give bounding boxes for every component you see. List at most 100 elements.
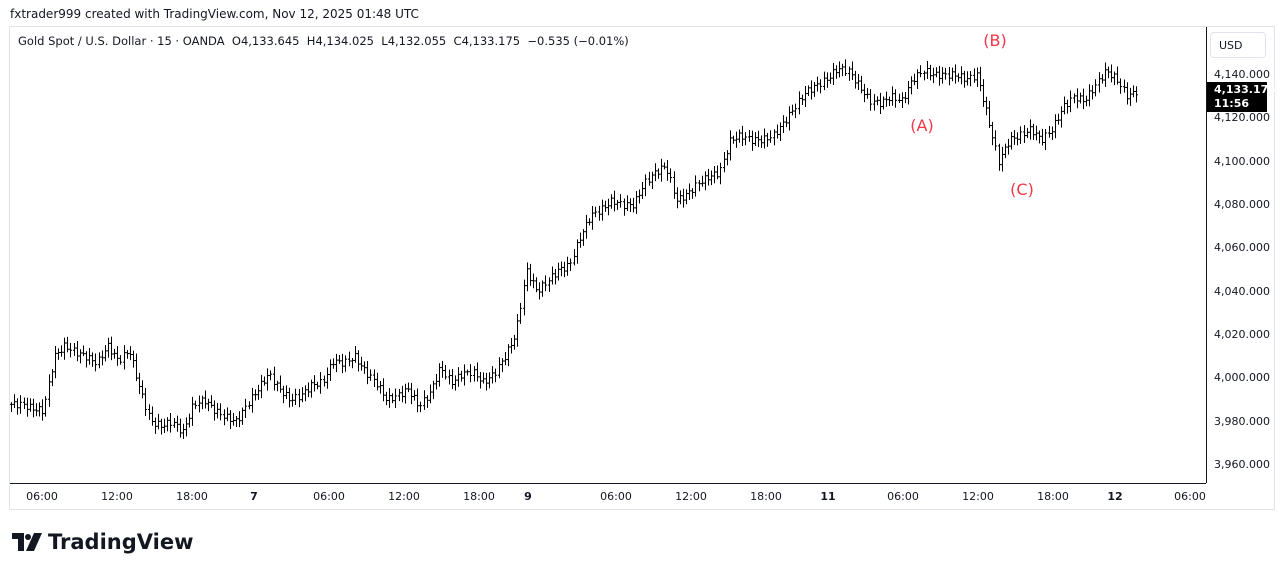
ohlc-bar — [351, 357, 354, 369]
ohlc-bar — [798, 91, 801, 115]
ohlc-bar — [919, 65, 922, 78]
ohlc-bar — [629, 198, 632, 213]
ohlc-bar — [826, 72, 829, 88]
ohlc-bar — [719, 162, 722, 185]
ohlc-bar — [416, 388, 419, 413]
ohlc-bar — [760, 135, 763, 148]
ohlc-bar — [1088, 84, 1091, 107]
ohlc-bar — [248, 401, 251, 410]
ohlc-bar — [954, 64, 957, 84]
ohlc-bar — [1082, 88, 1085, 110]
bar-countdown: 11:56 — [1214, 97, 1250, 110]
ohlc-bar — [751, 130, 754, 151]
price-tick-label: 3,980.000 — [1214, 414, 1270, 428]
ohlc-bar — [1063, 96, 1066, 115]
ohlc-bar — [216, 402, 219, 419]
ohlc-bar — [926, 61, 929, 80]
ohlc-bar — [810, 80, 813, 100]
ohlc-bar — [916, 69, 919, 90]
ohlc-bar — [482, 372, 485, 384]
ohlc-bar — [360, 356, 363, 371]
ohlc-bar — [26, 397, 29, 417]
ohlc-bar — [407, 382, 410, 393]
ohlc-bar — [423, 390, 426, 410]
ohlc-bar — [366, 361, 369, 385]
ohlc-bar — [341, 353, 344, 374]
ohlc-bar — [1041, 128, 1044, 146]
ohlc-bar — [582, 229, 585, 246]
ohlc-bar — [982, 79, 985, 107]
ohlc-bar — [460, 370, 463, 382]
ohlc-bar — [579, 232, 582, 248]
ohlc-bar — [332, 358, 335, 369]
ohlc-bar — [288, 387, 291, 408]
ohlc-bar — [876, 96, 879, 106]
tradingview-logo[interactable]: TradingView — [12, 530, 193, 554]
time-tick-label: 7 — [250, 490, 258, 503]
ohlc-bar — [429, 384, 432, 404]
ohlc-bar — [401, 385, 404, 403]
ohlc-bar — [32, 398, 35, 418]
ohlc-bar — [938, 65, 941, 86]
time-tick-label: 06:00 — [313, 490, 345, 503]
ohlc-bar — [426, 395, 429, 408]
ohlc-bar — [1060, 106, 1063, 128]
ohlc-bar — [748, 130, 751, 142]
ohlc-bar — [1119, 78, 1122, 94]
ohlc-bar — [976, 67, 979, 87]
ohlc-bar — [891, 86, 894, 106]
ohlc-bar — [560, 261, 563, 277]
ohlc-bar — [785, 116, 788, 128]
ohlc-bar — [132, 350, 135, 368]
ohlc-bar — [1085, 95, 1088, 107]
ohlc-bar — [48, 374, 51, 407]
ohlc-bar — [41, 399, 44, 421]
ohlc-bar — [507, 344, 510, 367]
ohlc-bar — [901, 92, 904, 108]
ohlc-bar — [616, 199, 619, 210]
ohlc-bar — [851, 61, 854, 81]
time-tick-label: 06:00 — [600, 490, 632, 503]
ohlc-bar — [923, 70, 926, 81]
ohlc-bar — [1016, 132, 1019, 146]
ohlc-bar — [679, 190, 682, 205]
ohlc-change: −0.535 (−0.01%) — [527, 34, 629, 48]
wave-label-b: (B) — [983, 31, 1007, 50]
ohlc-low: L4,132.055 — [381, 34, 447, 48]
ohlc-bar — [473, 366, 476, 382]
ohlc-bar — [838, 61, 841, 78]
ohlc-bar — [369, 369, 372, 381]
ohlc-bar — [191, 396, 194, 426]
ohlc-bar — [494, 368, 497, 383]
ohlc-bar — [641, 181, 644, 199]
ohlc-bar — [1098, 72, 1101, 93]
currency-button[interactable]: USD — [1210, 32, 1266, 58]
ohlc-bar — [1129, 87, 1132, 106]
ohlc-bar — [479, 371, 482, 389]
ohlc-bar — [732, 135, 735, 144]
ohlc-bar — [179, 418, 182, 438]
ohlc-bar — [829, 72, 832, 84]
ohlc-bar — [1013, 130, 1016, 145]
symbol-name[interactable]: Gold Spot / U.S. Dollar · 15 · OANDA — [18, 34, 225, 48]
ohlc-bar — [841, 63, 844, 77]
ohlc-bar — [932, 67, 935, 84]
ohlc-bar — [757, 130, 760, 148]
ohlc-bar — [676, 187, 679, 209]
ohlc-bar — [194, 400, 197, 410]
ohlc-bar — [848, 66, 851, 81]
ohlc-bar — [454, 375, 457, 391]
ohlc-bar — [957, 73, 960, 82]
ohlc-bar — [44, 396, 47, 417]
ohlc-bar — [654, 163, 657, 182]
ohlc-bar — [951, 67, 954, 82]
ohlc-bar — [160, 418, 163, 435]
ohlc-bar — [66, 336, 69, 353]
ohlc-bar — [313, 375, 316, 392]
ohlc-bar — [307, 382, 310, 398]
ohlc-bar — [35, 403, 38, 417]
ohlc-bar — [157, 413, 160, 430]
price-chart[interactable] — [10, 27, 1206, 483]
ohlc-bar — [1032, 123, 1035, 140]
ohlc-bar — [176, 415, 179, 432]
